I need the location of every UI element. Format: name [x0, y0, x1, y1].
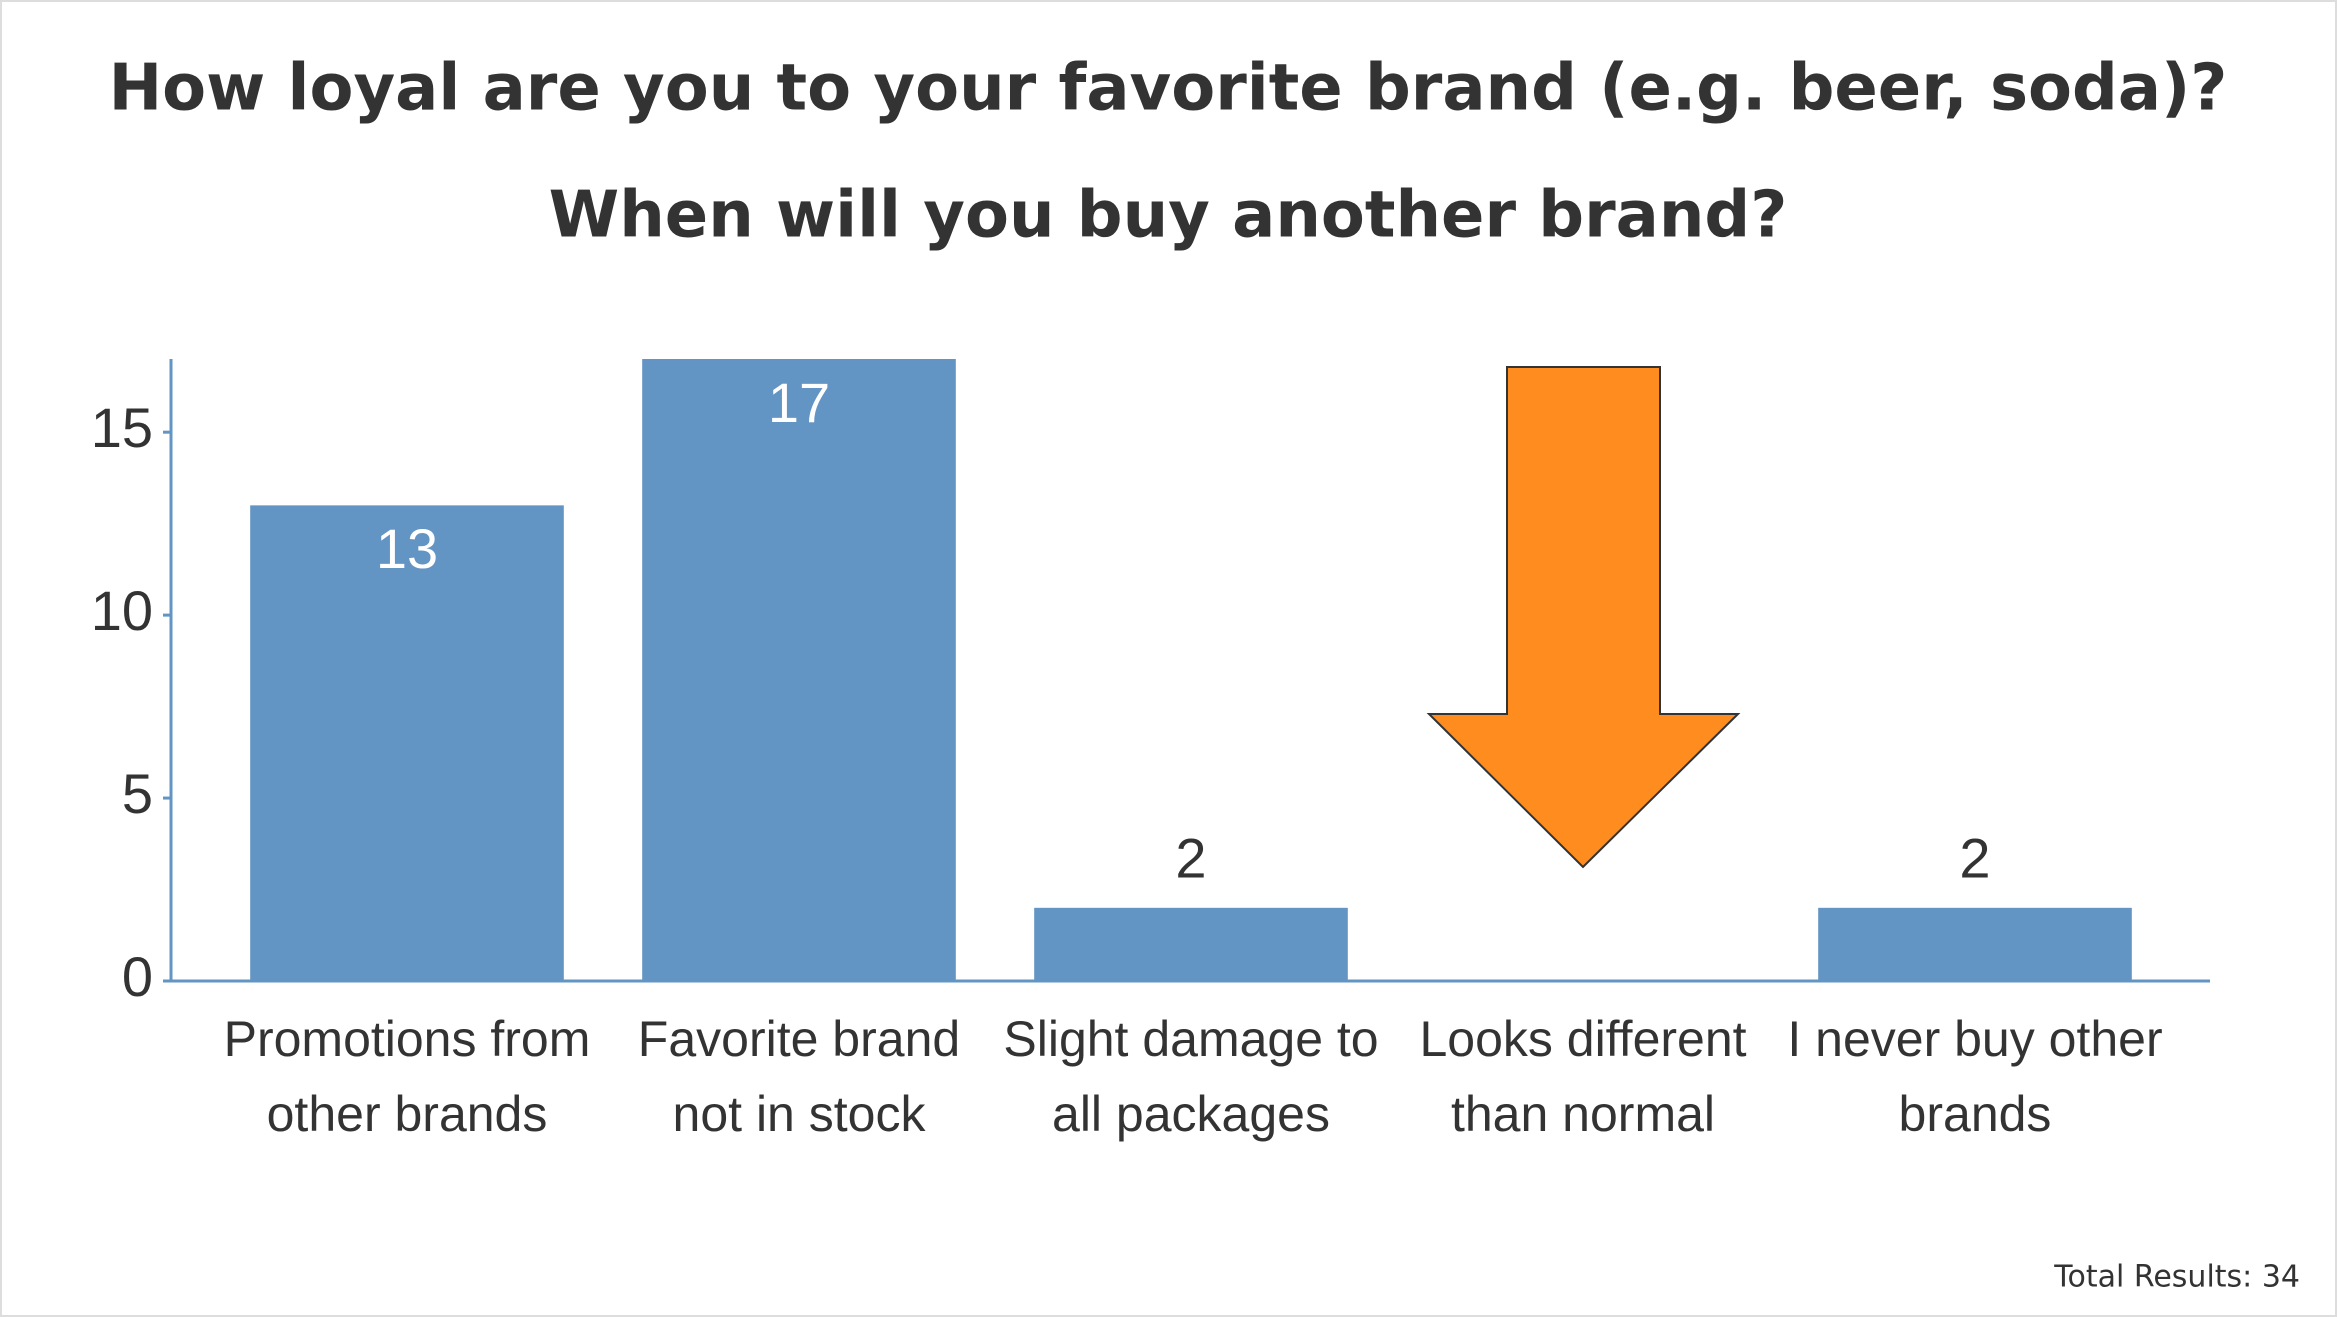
chart-subtitle: When will you buy another brand?	[549, 179, 1788, 253]
x-tick-label: I never buy other brands	[1787, 1011, 2163, 1142]
data-label: 13	[376, 517, 438, 580]
y-tick-label: 5	[122, 762, 153, 825]
x-tick-label: Favorite brand not in stock	[637, 1011, 961, 1142]
data-label: 2	[1175, 827, 1206, 890]
chart-title: How loyal are you to your favorite brand…	[109, 52, 2228, 126]
footer: Total Results: 34	[2053, 1260, 2300, 1295]
bar	[250, 505, 564, 981]
bar	[1034, 907, 1348, 981]
bar	[1818, 907, 2132, 981]
y-tick-label: 0	[122, 945, 153, 1008]
data-label: 17	[768, 371, 830, 434]
arrow	[1426, 366, 1741, 869]
y-tick-label: 10	[91, 579, 153, 642]
data-label: 2	[1959, 827, 1990, 890]
x-tick-label: Slight damage to all packages	[1003, 1011, 1379, 1142]
x-tick-label: Promotions from other brands	[223, 1011, 591, 1142]
bar	[642, 359, 956, 981]
x-tick-label: Looks different than normal	[1419, 1011, 1747, 1142]
y-tick-label: 15	[91, 396, 153, 459]
